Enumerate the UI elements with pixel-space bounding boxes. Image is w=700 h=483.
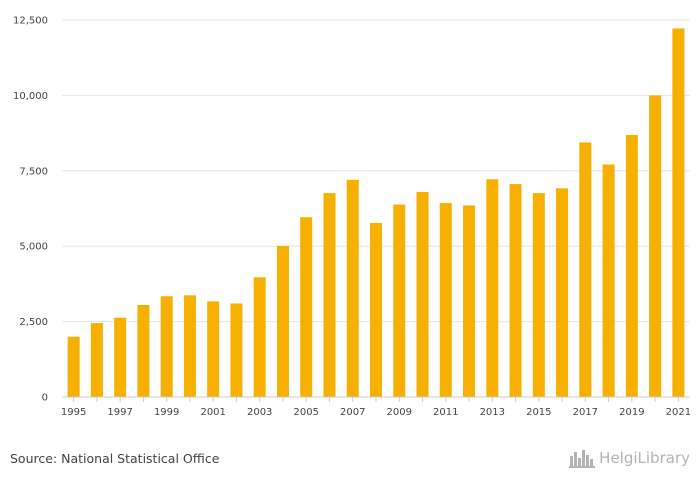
bar-2000[interactable] — [183, 295, 196, 397]
bar-2004[interactable] — [276, 245, 289, 397]
bar-2007[interactable] — [346, 179, 359, 397]
bar-2012[interactable] — [463, 205, 476, 397]
bar-2011[interactable] — [439, 203, 452, 397]
bar-2019[interactable] — [625, 134, 638, 397]
brand-name: HelgiLibrary — [599, 449, 690, 467]
chart-footer: Source: National Statistical Office Helg… — [0, 440, 700, 483]
bar-2021[interactable] — [672, 28, 685, 398]
y-tick-label: 2,500 — [19, 317, 48, 328]
x-tick-label: 1995 — [61, 407, 86, 418]
y-tick-label: 7,500 — [19, 166, 48, 177]
x-tick-labels: 1995 1997 1999 2001 2003 2005 2007 2009 2011 2013… — [61, 407, 691, 418]
bar-1995[interactable] — [67, 336, 80, 397]
bar-2009[interactable] — [393, 204, 406, 397]
source-note: Source: National Statistical Office — [10, 451, 220, 466]
x-tick-label: 2017 — [573, 407, 598, 418]
bar-1998[interactable] — [137, 305, 150, 397]
y-tick-labels: 0 2,500 5,000 7,500 10,000 12,500 — [13, 16, 48, 404]
x-tick-label: 2013 — [480, 407, 505, 418]
bar-1997[interactable] — [114, 317, 127, 397]
brand-logo[interactable]: HelgiLibrary — [569, 448, 690, 468]
bars — [67, 28, 685, 398]
x-tick-label: 2007 — [340, 407, 365, 418]
x-tick-label: 2001 — [200, 407, 225, 418]
bar-2013[interactable] — [486, 179, 499, 397]
x-tick-label: 2005 — [293, 407, 318, 418]
x-tick-label: 1999 — [154, 407, 179, 418]
axes — [62, 396, 690, 402]
bar-2003[interactable] — [253, 277, 266, 397]
y-tick-label: 5,000 — [19, 242, 48, 253]
bar-2010[interactable] — [416, 191, 429, 397]
bar-2016[interactable] — [556, 188, 569, 397]
bar-2005[interactable] — [300, 217, 313, 397]
x-tick-label: 2021 — [666, 407, 691, 418]
y-tick-label: 12,500 — [13, 16, 48, 27]
bar-1999[interactable] — [160, 296, 173, 397]
bar-2001[interactable] — [207, 301, 220, 397]
y-tick-label: 10,000 — [13, 91, 48, 102]
x-tick-label: 2011 — [433, 407, 458, 418]
bar-2020[interactable] — [649, 95, 662, 398]
x-tick-label: 2015 — [526, 407, 551, 418]
x-tick-label: 2009 — [387, 407, 412, 418]
bar-2006[interactable] — [323, 193, 336, 397]
skyline-icon — [569, 450, 596, 468]
bar-2018[interactable] — [602, 164, 615, 397]
y-tick-label: 0 — [42, 393, 48, 404]
bar-2002[interactable] — [230, 303, 243, 397]
bar-2017[interactable] — [579, 142, 592, 397]
x-tick-label: 2003 — [247, 407, 272, 418]
bar-2015[interactable] — [532, 193, 545, 397]
bar-1996[interactable] — [90, 323, 103, 397]
bar-2014[interactable] — [509, 184, 522, 397]
x-tick-label: 1997 — [107, 407, 132, 418]
bar-2008[interactable] — [370, 222, 382, 397]
x-tick-label: 2019 — [619, 407, 644, 418]
